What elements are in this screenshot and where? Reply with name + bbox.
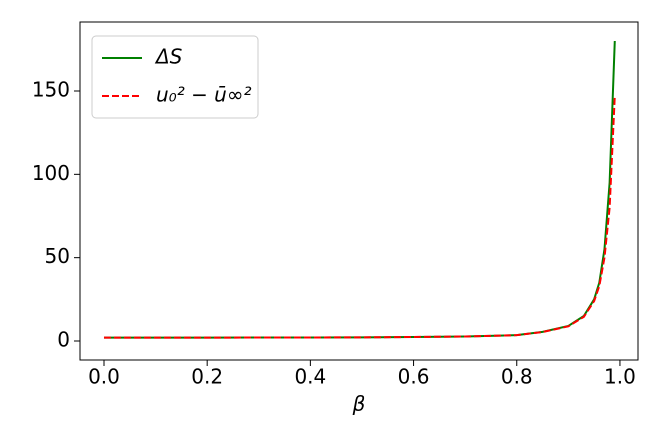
y-tick-label: 150: [32, 78, 70, 102]
x-axis-label: β: [352, 392, 366, 416]
x-tick-label: 1.0: [604, 365, 636, 389]
x-tick-label: 0.8: [501, 365, 533, 389]
y-tick-label: 50: [45, 244, 70, 268]
legend-box: [91, 35, 259, 119]
x-tick-label: 0.6: [398, 365, 430, 389]
line-series: [103, 95, 616, 339]
y-tick-label: 0: [57, 328, 70, 352]
x-tick-label: 0.0: [88, 365, 120, 389]
y-tick-label: 100: [32, 161, 70, 185]
x-tick-label: 0.2: [191, 365, 223, 389]
legend-label: ΔS: [154, 45, 183, 69]
legend-label: u₀² − ū∞²: [156, 83, 252, 107]
x-tick-label: 0.4: [294, 365, 326, 389]
axes-frame: [79, 21, 639, 361]
